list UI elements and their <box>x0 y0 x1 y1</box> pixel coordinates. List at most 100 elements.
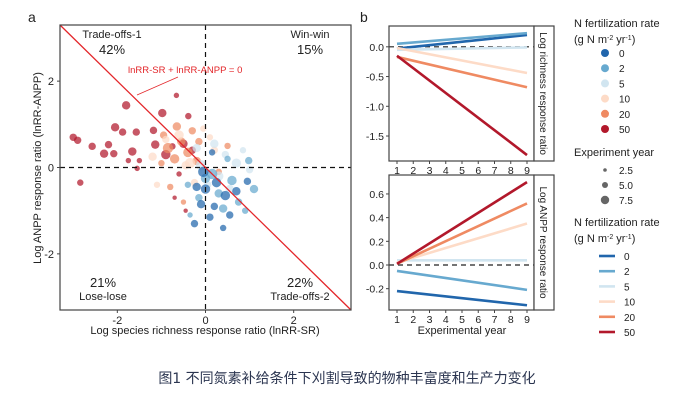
series-line-50 <box>396 54 528 157</box>
scatter-point <box>195 137 203 146</box>
panel-label-b: b <box>360 9 368 25</box>
unit-part: ) <box>632 233 636 245</box>
legend-size-dot <box>600 195 610 205</box>
scatter-point <box>208 149 216 156</box>
scatter-point <box>174 130 184 140</box>
legend-color-dot <box>601 109 609 118</box>
scatter-point <box>210 139 219 148</box>
x-tick-label: 3 <box>427 314 433 326</box>
scatter-point <box>149 126 158 135</box>
quadrant-label: Trade-offs-1 <box>82 29 141 41</box>
quadrant-label: Trade-offs-2 <box>270 291 329 303</box>
scatter-point <box>110 123 120 132</box>
x-tick-label: 1 <box>394 165 400 177</box>
legend-size-label: 5.0 <box>619 181 633 192</box>
unit-part: (g N m <box>574 233 607 245</box>
series-line-2 <box>396 31 528 46</box>
scatter-point <box>125 157 132 164</box>
scatter-point <box>162 142 174 154</box>
series-line-5 <box>396 46 528 52</box>
scatter-point <box>220 190 231 201</box>
legend-line-label: 20 <box>624 313 636 324</box>
color-legend-unit: (g N m-2 yr-1) <box>574 34 635 46</box>
scatter-point <box>200 125 207 132</box>
unit-part: -1 <box>625 35 631 42</box>
x-tick-label: 4 <box>443 165 449 177</box>
x-tick-label: 5 <box>459 165 465 177</box>
y-tick-label: -0.5 <box>366 72 384 84</box>
y-tick-label: 0.4 <box>369 213 384 225</box>
reference-line-pointer <box>136 76 179 96</box>
quadrant-percent: 21% <box>90 275 116 290</box>
scatter-point <box>226 211 234 219</box>
scatter-point <box>104 140 113 149</box>
scatter-point <box>211 177 222 188</box>
x-tick-label: 7 <box>492 165 498 177</box>
facet-strip <box>533 25 555 162</box>
scatter-point <box>241 207 249 214</box>
scatter-point <box>173 92 180 99</box>
scatter-point <box>231 158 242 168</box>
x-axis-label: Log species richness response ratio (lnR… <box>90 325 319 337</box>
scatter-point <box>224 142 231 150</box>
x-tick-label: 3 <box>427 165 433 177</box>
quadrant-percent: 15% <box>297 42 323 57</box>
facet-strip <box>533 174 555 311</box>
y-tick-label: -2 <box>44 249 54 261</box>
scatter-point <box>218 204 228 213</box>
legend-color-dot <box>601 49 609 57</box>
scatter-point <box>195 194 203 202</box>
legend-line-label: 2 <box>624 267 630 278</box>
y-tick-label: -1.5 <box>366 131 384 143</box>
facet-strip-label: Log ANPP response ratio <box>537 186 548 299</box>
x-tick-label: -2 <box>112 315 122 327</box>
legend-color-label: 10 <box>619 95 631 106</box>
scatter-point <box>153 181 161 188</box>
series-line-2 <box>396 269 528 292</box>
scatter-point <box>190 219 199 228</box>
scatter-point <box>225 184 234 194</box>
scatter-point <box>192 182 201 192</box>
scatter-point <box>151 140 160 149</box>
scatter-point <box>88 142 96 151</box>
scatter-points <box>69 92 259 232</box>
scatter-point <box>134 165 140 172</box>
scatter-point <box>136 157 143 164</box>
y-tick-label: 2 <box>48 76 54 88</box>
y-tick-label: 0.6 <box>369 189 384 201</box>
unit-part: -2 <box>607 234 613 241</box>
x-tick-label: 9 <box>524 314 530 326</box>
unit-part: -1 <box>625 234 631 241</box>
scatter-point <box>128 147 137 156</box>
scatter-point <box>184 181 192 188</box>
x-tick-label: 6 <box>475 314 481 326</box>
scatter-point <box>224 155 231 163</box>
scatter-point <box>99 149 109 158</box>
x-tick-label: 0 <box>202 315 208 327</box>
scatter-point <box>219 224 227 232</box>
series-line-10 <box>396 222 528 264</box>
scatter-point <box>243 177 252 186</box>
legend-line-label: 5 <box>624 282 630 293</box>
unit-part: yr <box>613 34 626 46</box>
series-line-20 <box>396 55 528 89</box>
x-tick-label: 6 <box>475 165 481 177</box>
series-line-50 <box>396 181 528 265</box>
series-line-10 <box>396 46 528 75</box>
y-tick-label: 0 <box>48 163 54 175</box>
y-tick-label: 0.0 <box>369 260 384 272</box>
scatter-point <box>181 161 190 170</box>
x-tick-label: 2 <box>410 165 416 177</box>
legend-color-dot <box>601 94 609 103</box>
legend-line-label: 10 <box>624 298 636 309</box>
size-legend-title: Experiment year <box>574 147 654 159</box>
scatter-point <box>185 112 192 120</box>
unit-part: yr <box>613 233 626 245</box>
y-axis-label: Log ANPP response ratio (lnRR-ANPP) <box>32 72 44 264</box>
scatter-point <box>180 199 187 205</box>
scatter-point <box>188 127 196 135</box>
scatter-point <box>227 175 237 186</box>
x-tick-label: 2 <box>291 315 297 327</box>
line-legend-title: N fertilization rate <box>574 217 660 229</box>
